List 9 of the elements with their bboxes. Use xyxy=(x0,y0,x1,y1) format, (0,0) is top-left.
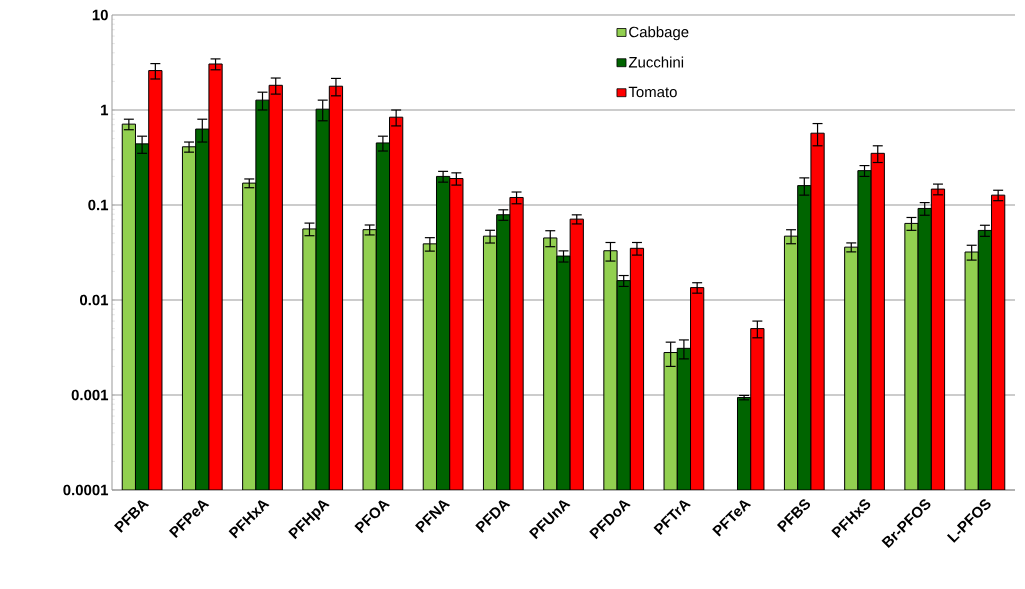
legend-label: Zucchini xyxy=(628,56,684,68)
legend-label: Tomato xyxy=(628,86,677,98)
y-tick-label: 0.001 xyxy=(71,389,109,401)
y-tick-label: 10 xyxy=(92,9,108,21)
legend-label: Cabbage xyxy=(629,26,689,41)
y-tick-label: 0.1 xyxy=(88,199,109,211)
y-tick-label: 0.0001 xyxy=(63,484,109,496)
y-tick-label: 0.01 xyxy=(79,294,109,306)
y-tick-label: 1 xyxy=(101,104,109,116)
